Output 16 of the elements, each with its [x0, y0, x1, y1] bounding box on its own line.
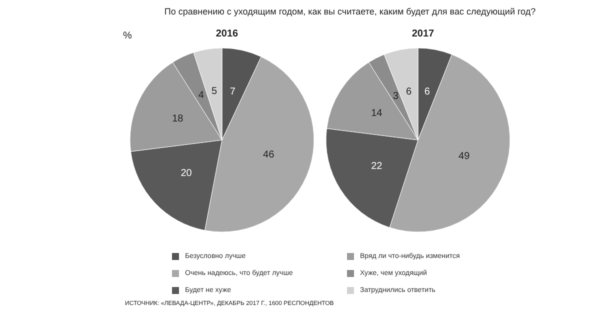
data-label: 49	[458, 151, 470, 162]
data-label: 22	[371, 160, 383, 172]
data-label: 6	[424, 86, 430, 98]
data-label: 18	[172, 114, 184, 125]
text: %	[123, 30, 132, 42]
slice-label: 2016	[216, 28, 239, 40]
data-label: 6	[406, 86, 412, 98]
data-label: 46	[263, 150, 275, 161]
chart-title: По сравнению с уходящим годом, как вы считаете, каким будет для вас следующий год?	[164, 6, 536, 16]
data-label: 5	[212, 86, 218, 98]
data-label: 3	[392, 90, 399, 102]
data-label: 20	[180, 168, 192, 180]
slice-label: 2017	[412, 28, 435, 40]
data-label: 7	[230, 86, 236, 98]
data-label: 4	[198, 90, 204, 102]
data-label: 14	[371, 108, 383, 120]
